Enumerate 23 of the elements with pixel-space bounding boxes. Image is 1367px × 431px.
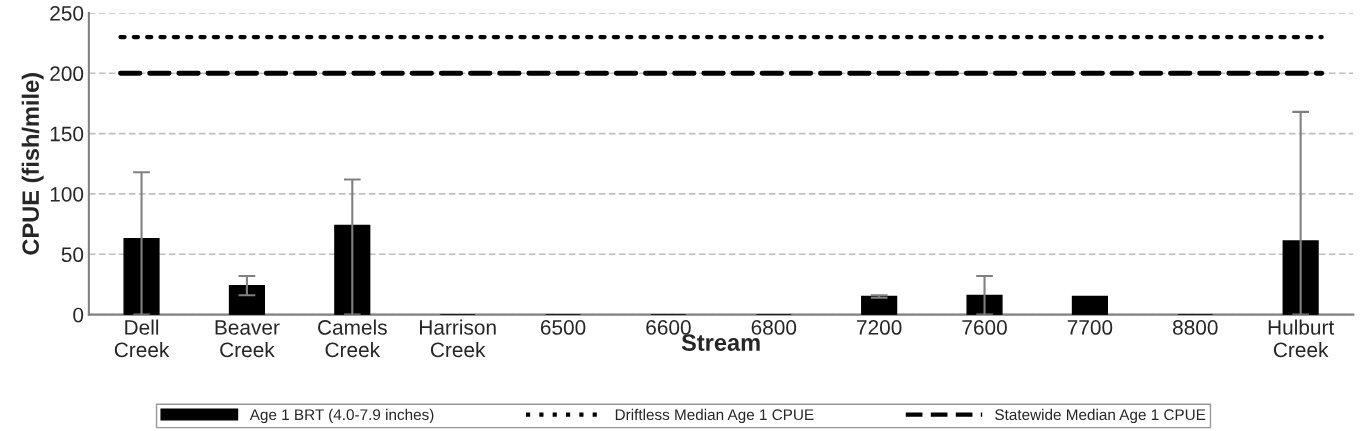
x-tick-label: 6600: [646, 320, 691, 335]
x-tick-label: Harrison Creek: [420, 319, 496, 358]
x-tick-label: 7600: [962, 320, 1007, 335]
legend-label: Age 1 BRT (4.0-7.9 inches): [249, 408, 434, 424]
x-axis-title: Stream: [681, 334, 760, 351]
x-tick-label: 6800: [751, 320, 797, 335]
x-tick-label: 7200: [857, 320, 902, 335]
y-tick-label: 200: [50, 66, 84, 82]
y-tick-label: 0: [73, 307, 84, 323]
y-tick-label: 100: [50, 186, 84, 202]
x-tick-label: Camels Creek: [318, 319, 387, 358]
y-tick-label: 150: [50, 126, 84, 142]
x-tick-label: Beaver Creek: [215, 320, 280, 358]
legend-label: Statewide Median Age 1 CPUE: [995, 408, 1206, 424]
y-tick-label: 250: [50, 5, 84, 21]
y-axis-title: CPUE (fish/mile): [21, 73, 44, 255]
x-tick-label: 8800: [1173, 320, 1218, 335]
x-tick-label: 7700: [1067, 320, 1113, 335]
x-tick-label: 6500: [540, 320, 586, 335]
legend-label: Driftless Median Age 1 CPUE: [615, 408, 814, 424]
x-tick-label: Dell Creek: [114, 319, 170, 358]
y-tick-label: 50: [61, 247, 84, 263]
x-tick-label: Hulburt Creek: [1268, 319, 1335, 358]
